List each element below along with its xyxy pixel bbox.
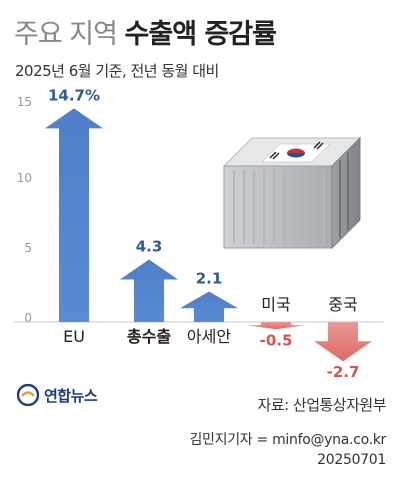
- title-bold: 수출액 증감률: [124, 19, 277, 50]
- logo-text: 연합뉴스: [44, 386, 98, 405]
- category-label-eu: EU: [63, 327, 85, 346]
- value-label-eu: 14.7%: [48, 86, 100, 104]
- category-label-asean: 아세안: [187, 327, 231, 346]
- value-label-total-exports: 4.3: [136, 238, 163, 256]
- category-label-china: 중국: [328, 295, 357, 314]
- bar-asean: [180, 291, 238, 322]
- category-label-total-exports: 총수출: [127, 327, 171, 346]
- y-tick-5: 5: [24, 241, 32, 255]
- page-subtitle: 2025년 6월 기준, 전년 동월 대비: [15, 62, 219, 80]
- page-title: 주요 지역 수출액 증감률: [14, 12, 277, 51]
- value-label-asean: 2.1: [196, 269, 223, 287]
- bar-china: [314, 322, 372, 362]
- credit-line: 김민지기자 = minfo@yna.co.kr: [189, 432, 386, 448]
- yonhap-logo-icon: [17, 384, 39, 406]
- publish-date: 20250701: [317, 452, 386, 468]
- bar-eu: [45, 108, 103, 322]
- y-tick-0: 0: [24, 311, 32, 325]
- y-tick-15: 15: [17, 95, 32, 109]
- credit-block: 김민지기자 = minfo@yna.co.kr 20250701: [189, 430, 386, 470]
- bar-usa: [247, 322, 305, 330]
- shipping-container-korean-flag-icon: [222, 136, 362, 250]
- value-label-china: -2.7: [327, 363, 360, 381]
- y-tick-10: 10: [17, 171, 32, 185]
- value-label-usa: -0.5: [260, 331, 293, 349]
- bar-total-exports: [120, 259, 178, 322]
- yonhap-logo: 연합뉴스: [17, 384, 98, 406]
- title-light: 주요 지역: [14, 19, 118, 50]
- category-label-usa: 미국: [261, 295, 290, 314]
- source-note: 자료: 산업통상자원부: [257, 396, 386, 414]
